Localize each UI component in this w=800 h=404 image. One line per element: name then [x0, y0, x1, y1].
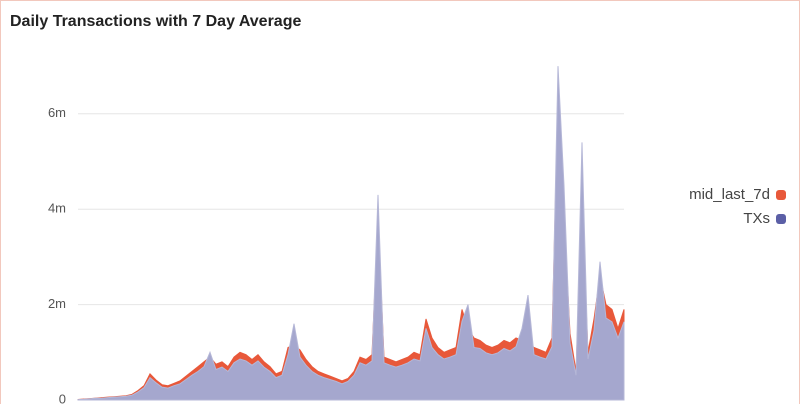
legend-swatch: [776, 190, 786, 200]
area: [77, 66, 625, 401]
y-tick-label: 4m: [48, 201, 66, 216]
y-tick-label: 6m: [48, 105, 66, 120]
y-tick-label: 2m: [48, 296, 66, 311]
legend-swatch: [776, 214, 786, 224]
legend-label: TXs: [743, 210, 770, 227]
legend-label: mid_last_7d: [689, 186, 770, 203]
y-tick-label: 0: [59, 391, 66, 404]
area: [77, 99, 625, 401]
chart-title: Daily Transactions with 7 Day Average: [10, 13, 301, 30]
